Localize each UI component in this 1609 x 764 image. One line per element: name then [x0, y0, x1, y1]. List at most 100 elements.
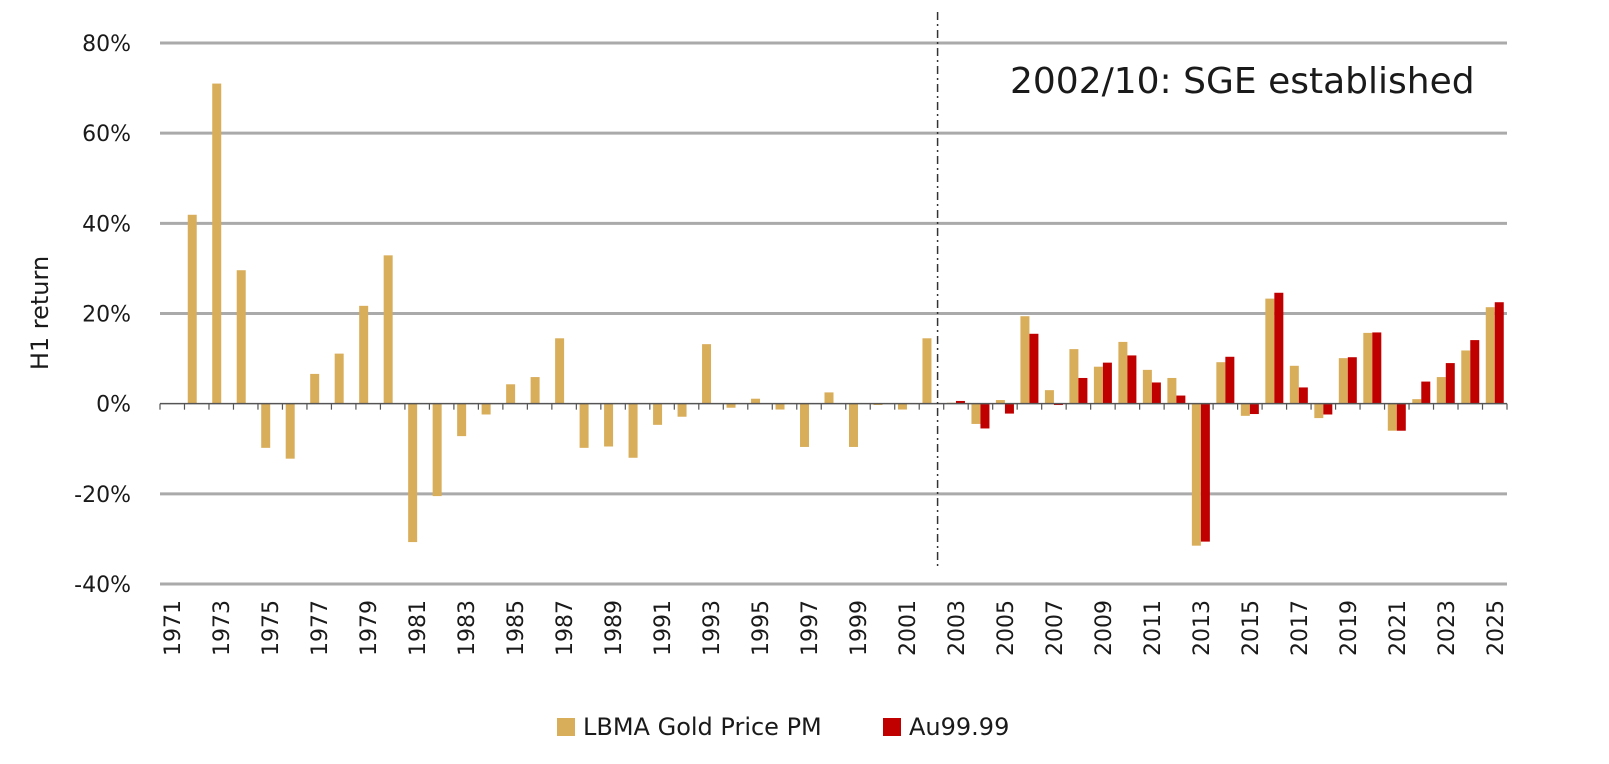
bar-lbma — [506, 384, 516, 404]
bar-lbma — [922, 338, 932, 404]
bar-lbma — [897, 403, 907, 410]
x-tick-label: 2025 — [1484, 600, 1509, 656]
bar-au9999 — [1494, 302, 1504, 404]
y-tick-label: -20% — [74, 483, 131, 508]
x-tick-label: 1989 — [602, 600, 627, 656]
bar-lbma — [971, 403, 981, 424]
y-tick-label: 40% — [82, 212, 131, 237]
bar-lbma — [408, 403, 418, 543]
y-tick-labels: 80% 60% 40% 20% 0% -20% -40% — [74, 32, 131, 598]
x-tick-label: 1981 — [406, 600, 431, 656]
x-axis — [159, 402, 1508, 410]
bar-au9999 — [1004, 403, 1014, 414]
x-tick-label: 2019 — [1337, 600, 1362, 656]
x-tick-label: 1983 — [455, 600, 480, 656]
bar-lbma — [334, 353, 344, 404]
bar-lbma — [236, 270, 246, 404]
bars — [187, 83, 1504, 546]
x-tick-label: 2005 — [994, 600, 1019, 656]
bar-au9999 — [1347, 357, 1357, 404]
bar-au9999 — [1372, 332, 1382, 404]
x-tick-label: 2001 — [896, 600, 921, 656]
bar-lbma — [702, 344, 712, 404]
bar-lbma — [1338, 358, 1348, 404]
bar-lbma — [751, 398, 761, 404]
bar-lbma — [212, 83, 222, 404]
x-tick-label: 2011 — [1141, 600, 1166, 656]
x-tick-label: 2013 — [1190, 600, 1215, 656]
y-tick-label: 80% — [82, 32, 131, 57]
bar-lbma — [775, 403, 785, 410]
bar-lbma — [555, 338, 565, 404]
x-tick-label: 1971 — [161, 600, 186, 656]
bar-lbma — [1240, 403, 1250, 416]
x-tick-label: 2015 — [1239, 600, 1264, 656]
bar-lbma — [1044, 390, 1054, 404]
bar-au9999 — [1102, 362, 1112, 404]
bar-lbma — [481, 403, 491, 415]
x-tick-label: 1997 — [798, 600, 823, 656]
x-tick-label: 2009 — [1092, 600, 1117, 656]
y-tick-label: 60% — [82, 122, 131, 147]
bar-lbma — [187, 214, 197, 404]
bar-lbma — [457, 403, 467, 437]
y-tick-label: 0% — [96, 393, 131, 418]
x-tick-labels: 1971 1973 1975 1977 1979 1981 1983 1985 1987 1989… — [161, 600, 1509, 656]
bar-lbma — [628, 403, 638, 458]
bar-lbma — [1093, 366, 1103, 404]
x-tick-label: 2003 — [945, 600, 970, 656]
bar-au9999 — [1151, 382, 1161, 404]
y-axis-title: H1 return — [26, 256, 54, 370]
bar-lbma — [1289, 365, 1299, 404]
x-tick-label: 1979 — [357, 600, 382, 656]
bar-lbma — [1142, 369, 1152, 404]
bar-lbma — [824, 392, 834, 404]
legend-swatch-au9999 — [883, 718, 901, 736]
bar-lbma — [848, 403, 858, 447]
y-tick-label: 20% — [82, 303, 131, 328]
bar-lbma — [1191, 403, 1201, 546]
bar-lbma — [995, 400, 1005, 404]
bar-lbma — [359, 305, 369, 404]
x-tick-label: 1975 — [259, 600, 284, 656]
x-tick-label: 1977 — [308, 600, 333, 656]
bar-au9999 — [955, 400, 965, 404]
x-tick-label: 1985 — [504, 600, 529, 656]
bar-lbma — [261, 403, 271, 448]
bar-lbma — [432, 403, 442, 497]
x-tick-label: 2021 — [1386, 600, 1411, 656]
bar-au9999 — [1323, 403, 1333, 415]
bar-lbma — [1412, 399, 1422, 404]
legend-label-lbma: LBMA Gold Price PM — [583, 713, 822, 741]
x-tick-label: 1973 — [210, 600, 235, 656]
bar-lbma — [310, 373, 320, 404]
bar-lbma — [285, 403, 295, 459]
legend-swatch-lbma — [557, 718, 575, 736]
bar-lbma — [1387, 403, 1397, 431]
bar-lbma — [530, 377, 540, 404]
bar-lbma — [383, 255, 393, 404]
bar-lbma — [653, 403, 663, 425]
bar-lbma — [726, 403, 736, 408]
bar-au9999 — [980, 403, 990, 429]
x-tick-label: 1995 — [749, 600, 774, 656]
bar-lbma — [1167, 377, 1177, 404]
x-tick-label: 1993 — [700, 600, 725, 656]
x-tick-label: 1987 — [553, 600, 578, 656]
bar-lbma — [800, 403, 810, 447]
bar-lbma — [1020, 316, 1030, 404]
bar-au9999 — [1470, 340, 1480, 404]
bar-au9999 — [1298, 387, 1308, 404]
bar-au9999 — [1445, 363, 1455, 404]
bar-au9999 — [1396, 403, 1406, 431]
bar-lbma — [579, 403, 589, 448]
bar-lbma — [604, 403, 614, 447]
bar-au9999 — [1249, 403, 1259, 415]
x-tick-label: 1999 — [847, 600, 872, 656]
bar-au9999 — [1274, 292, 1284, 404]
bar-au9999 — [1200, 403, 1210, 542]
bar-lbma — [1363, 332, 1373, 404]
bar-au9999 — [1421, 381, 1431, 404]
bar-lbma — [1485, 307, 1495, 404]
